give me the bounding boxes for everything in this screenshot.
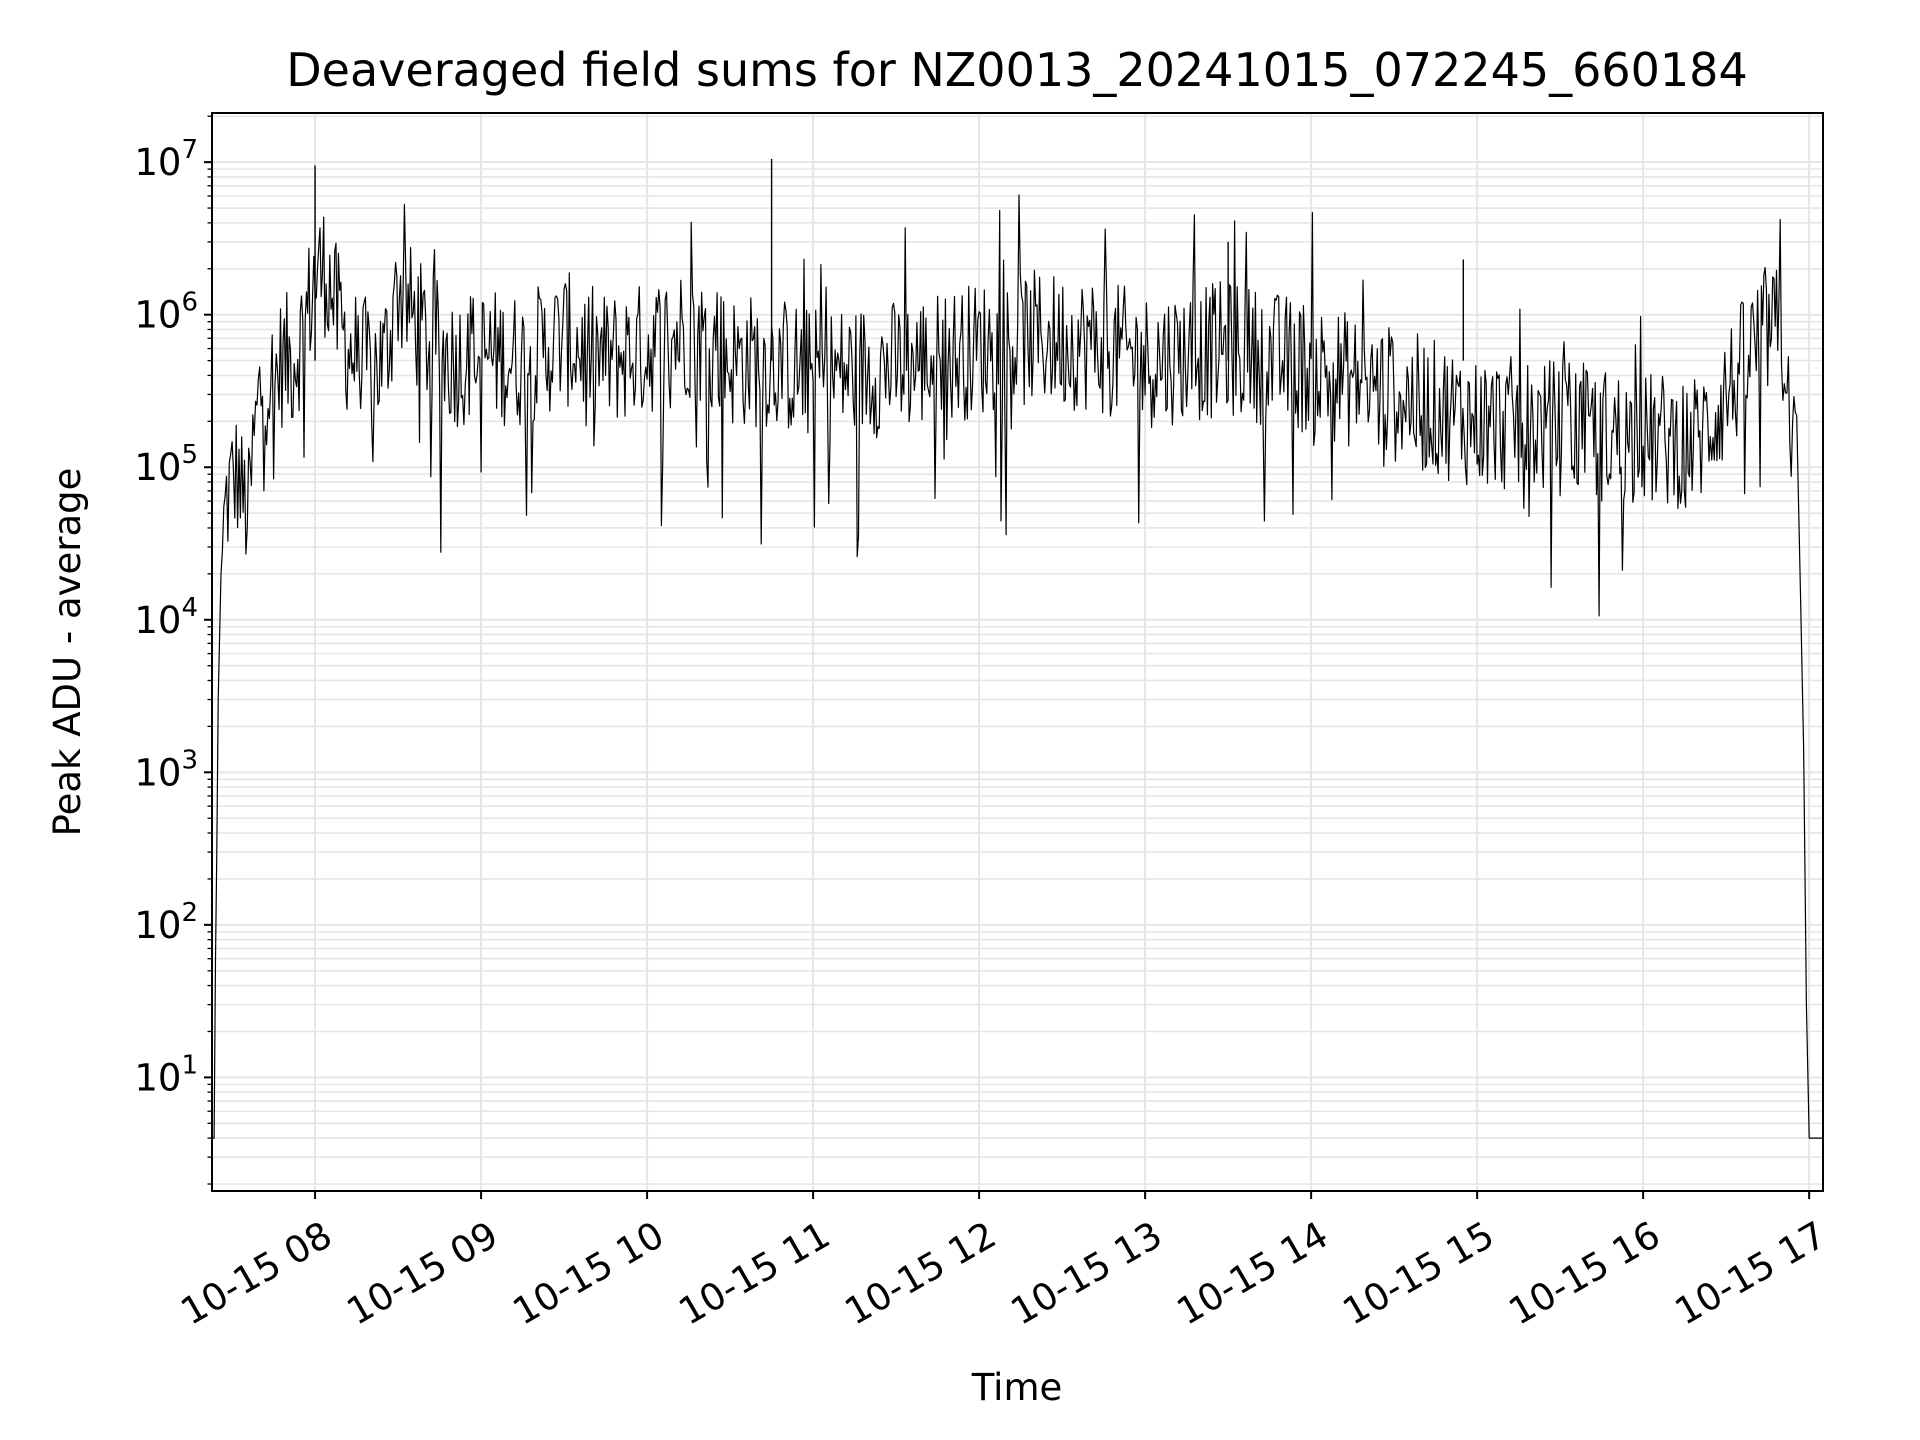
x-axis-label: Time <box>971 1366 1063 1409</box>
y-tick-label: 103 <box>134 745 198 794</box>
y-tick-exponent: 5 <box>181 440 198 470</box>
x-tick-label: 10-15 14 <box>1170 1213 1336 1333</box>
y-tick-label: 107 <box>134 135 198 184</box>
y-tick-label: 105 <box>134 440 198 489</box>
y-tick-label: 106 <box>134 288 198 337</box>
x-tick-label: 10-15 16 <box>1502 1213 1668 1333</box>
y-axis-label: Peak ADU - average <box>46 468 89 837</box>
plot-area <box>212 158 1823 1139</box>
x-tick-label: 10-15 10 <box>506 1213 672 1333</box>
y-tick-exponent: 4 <box>181 593 198 623</box>
x-tick-label: 10-15 17 <box>1668 1213 1834 1333</box>
y-tick-label: 104 <box>134 593 198 642</box>
chart-title: Deaveraged field sums for NZ0013_2024101… <box>286 43 1747 97</box>
x-tick-label: 10-15 15 <box>1336 1213 1502 1333</box>
y-tick-exponent: 6 <box>181 288 198 318</box>
y-tick-base: 10 <box>134 904 181 947</box>
y-tick-base: 10 <box>134 294 181 337</box>
x-tick-label: 10-15 08 <box>174 1213 340 1333</box>
y-tick-base: 10 <box>134 599 181 642</box>
x-tick-label: 10-15 12 <box>838 1213 1004 1333</box>
y-tick-exponent: 7 <box>181 135 198 165</box>
grid <box>212 113 1823 1191</box>
plot-frame <box>211 112 1824 1192</box>
y-tick-base: 10 <box>134 141 181 184</box>
x-tick-label: 10-15 09 <box>340 1213 506 1333</box>
y-tick-base: 10 <box>134 1056 181 1099</box>
y-tick-exponent: 3 <box>181 745 198 775</box>
y-tick-base: 10 <box>134 751 181 794</box>
y-tick-label: 101 <box>134 1050 198 1099</box>
x-tick-label: 10-15 11 <box>672 1213 838 1333</box>
y-tick-exponent: 1 <box>181 1050 198 1080</box>
y-tick-base: 10 <box>134 446 181 489</box>
y-tick-label: 102 <box>134 898 198 947</box>
series-line <box>212 194 1823 1139</box>
x-tick-label: 10-15 13 <box>1004 1213 1170 1333</box>
y-tick-exponent: 2 <box>181 898 198 928</box>
